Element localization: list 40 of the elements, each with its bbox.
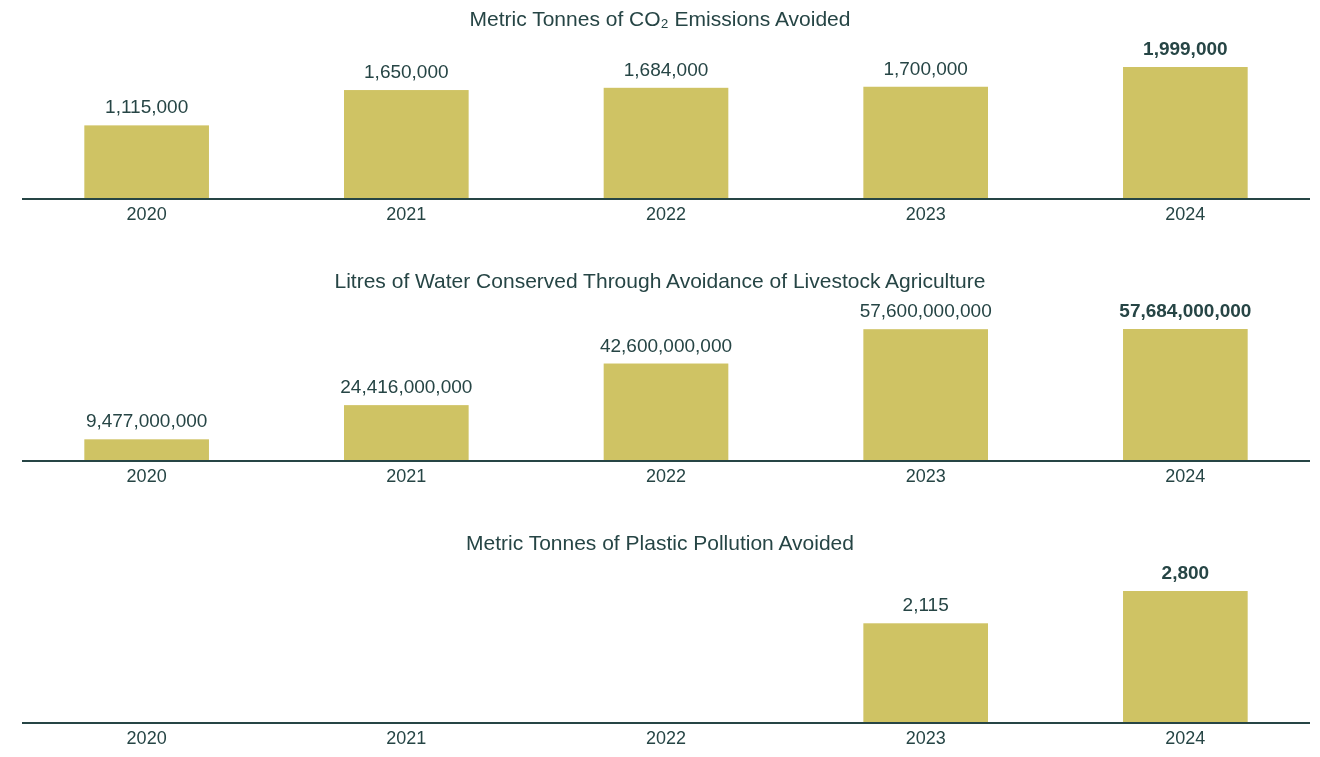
x-tick-label: 2020	[126, 466, 167, 486]
data-label: 42,600,000,000	[599, 334, 733, 356]
x-tick-label: 2023	[905, 204, 946, 224]
bar	[344, 405, 469, 461]
bar	[344, 90, 469, 199]
x-tick-label: 2024	[1165, 728, 1206, 748]
data-label: 1,115,000	[105, 96, 189, 118]
x-tick-label: 2022	[645, 728, 687, 748]
data-label: 24,416,000,000	[340, 376, 473, 398]
data-label: 1,999,000	[1143, 38, 1228, 59]
data-label: 1,650,000	[364, 61, 449, 83]
data-label: 57,684,000,000	[1119, 300, 1252, 321]
data-label: 1,684,000	[623, 58, 709, 80]
x-tick-label: 2020	[126, 204, 167, 224]
bar	[863, 329, 988, 461]
x-tick-label: 2022	[645, 204, 687, 224]
x-tick-label: 2024	[1165, 466, 1206, 486]
x-tick-label: 2024	[1165, 204, 1206, 224]
chart-title: Metric Tonnes of CO₂ Emissions Avoided	[469, 7, 851, 30]
bar	[84, 125, 209, 199]
bar	[1123, 67, 1248, 199]
bar	[603, 363, 729, 461]
x-tick-label: 2023	[905, 466, 946, 486]
x-tick-label: 2021	[386, 204, 427, 224]
x-tick-label: 2021	[386, 728, 427, 748]
x-tick-label: 2023	[905, 728, 946, 748]
x-tick-label: 2021	[386, 466, 427, 486]
bar	[84, 439, 209, 461]
bar	[1123, 329, 1248, 461]
bar	[863, 86, 988, 199]
data-label: 2,800	[1161, 562, 1210, 583]
data-label: 57,600,000,000	[859, 300, 992, 322]
bar	[603, 87, 729, 199]
x-tick-label: 2022	[645, 466, 687, 486]
data-label: 9,477,000,000	[85, 410, 208, 432]
chart-title: Litres of Water Conserved Through Avoidance of Livestock Agriculture	[334, 269, 986, 292]
x-tick-label: 2020	[126, 728, 167, 748]
data-label: 2,115	[902, 594, 949, 616]
chart-title: Metric Tonnes of Plastic Pollution Avoided	[466, 531, 854, 554]
data-label: 1,700,000	[883, 57, 968, 79]
